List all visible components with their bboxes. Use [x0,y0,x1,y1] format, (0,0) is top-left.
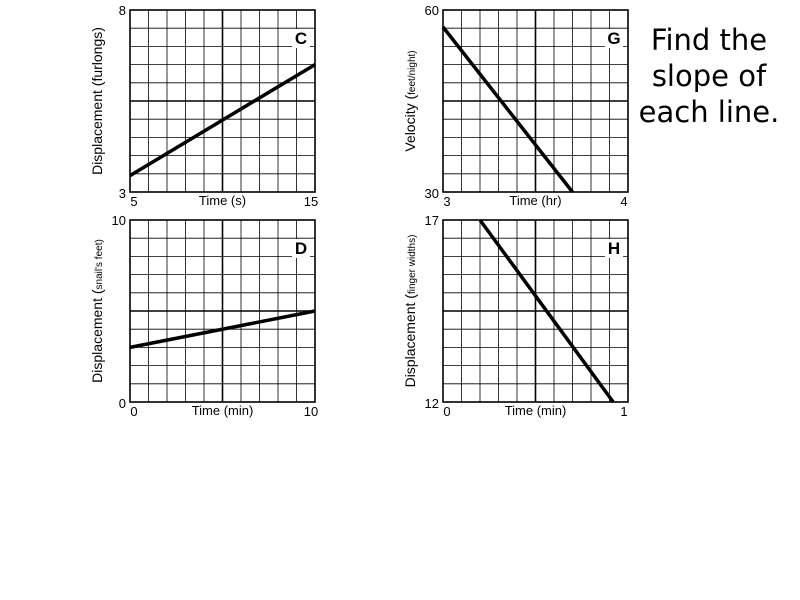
x-axis-label: Time (s) [199,193,246,208]
y-tick-label: 0 [119,396,126,411]
prompt-line-1: Find the [650,23,768,57]
prompt-line-2: slope of [651,59,767,93]
plot-frame [442,219,629,403]
y-axis-label-main: Displacement ( [89,289,105,383]
y-tick-label: 17 [425,213,439,228]
x-axis-label: Time (min) [505,403,567,418]
panel-label-bg [605,29,623,48]
y-tick-label: 30 [425,186,439,201]
y-tick-label: 12 [425,396,439,411]
x-tick-label: 3 [443,194,450,209]
y-axis-label-units: feet/night) [407,50,418,94]
series-line [129,309,316,350]
panel-label-bg [292,239,310,258]
prompt-text: Find the slope of each line. [630,22,788,130]
series-line [478,218,615,404]
panel-label-C: C [295,29,307,48]
plot-frame [129,9,316,193]
panel-label-D: D [295,239,307,258]
plot-frame [442,9,629,193]
y-axis-label-units: snail's feet) [94,239,105,289]
y-axis-label: Displacement (furlongs) [89,27,105,175]
chart-C: C 8 35 15 Time (s) Displacement (furlongs) [89,3,318,209]
x-tick-label: 1 [620,404,627,419]
x-tick-label: 4 [620,194,627,209]
y-axis-label-main: Displacement (furlongs) [89,27,105,175]
x-tick-label: 10 [304,404,318,419]
y-axis-label: Velocity (feet/night) [402,50,418,151]
panel-label-bg [292,29,310,48]
y-axis-label: Displacement (finger widths) [402,235,418,388]
y-axis-label: Displacement (snail's feet) [89,239,105,383]
chart-G: G 60 30 3 4 Time (hr) Velocity (feet/night) [402,3,629,209]
y-tick-label: 8 [119,3,126,18]
y-axis-label-main: Velocity ( [402,95,418,152]
panel-label-G: G [607,29,620,48]
x-tick-label: 15 [304,194,318,209]
panel-label-bg [605,239,623,258]
chart-H: H 17 12 0 1 Time (min) Displacement (finger wi… [402,213,629,419]
y-tick-label: 60 [425,3,439,18]
panel-label-H: H [608,239,620,258]
x-tick-label: 0 [443,404,450,419]
series-line [441,25,574,194]
x-axis-label: Time (hr) [509,193,561,208]
chart-D: D 10 00 10 Time (min) Displacement (snail's f… [89,213,318,419]
y-axis-label-main: Displacement ( [402,294,418,388]
x-tick-label: 0 [130,404,137,419]
y-tick-label: 3 [119,186,126,201]
x-tick-label: 5 [130,194,137,209]
x-axis-label: Time (min) [192,403,254,418]
y-axis-label-units: finger widths) [407,235,418,294]
prompt-line-3: each line. [638,95,780,129]
series-line [129,63,316,178]
y-tick-label: 10 [112,213,126,228]
